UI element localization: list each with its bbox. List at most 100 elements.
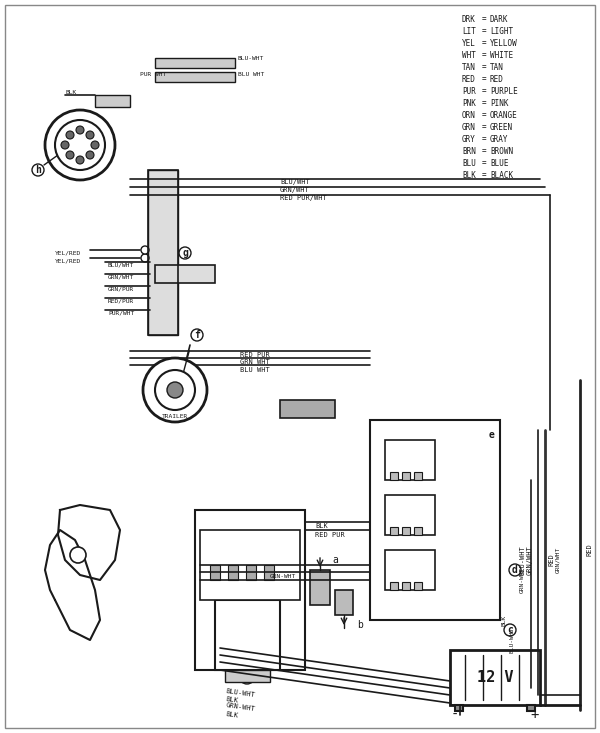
Bar <box>155 72 235 82</box>
Text: =: = <box>482 75 487 84</box>
Text: ORANGE: ORANGE <box>490 111 518 119</box>
Bar <box>402 527 410 535</box>
Bar <box>390 582 398 590</box>
Bar <box>95 95 130 107</box>
Text: BLK: BLK <box>225 696 238 704</box>
Bar <box>195 510 305 670</box>
Text: GRY: GRY <box>462 134 476 144</box>
Bar <box>264 565 274 580</box>
Text: PINK: PINK <box>490 98 509 108</box>
Text: GRN/WHT: GRN/WHT <box>527 545 533 575</box>
Text: BLU: BLU <box>462 158 476 168</box>
Text: =: = <box>482 111 487 119</box>
Circle shape <box>167 382 183 398</box>
Text: GRN/WHT: GRN/WHT <box>555 547 560 573</box>
Text: =: = <box>482 134 487 144</box>
Text: BLK: BLK <box>225 711 238 719</box>
Text: +: + <box>531 708 539 722</box>
Text: f: f <box>194 330 200 340</box>
Text: YEL: YEL <box>462 39 476 48</box>
Bar <box>148 170 178 335</box>
Text: BLK: BLK <box>315 523 328 529</box>
Text: RED: RED <box>490 75 504 84</box>
Circle shape <box>61 141 69 149</box>
Text: GRN/PUR: GRN/PUR <box>108 287 134 292</box>
Text: BLU-WHT: BLU-WHT <box>519 545 525 575</box>
Text: YELLOW: YELLOW <box>490 39 518 48</box>
Text: =: = <box>482 158 487 168</box>
Circle shape <box>91 141 99 149</box>
Text: =: = <box>482 51 487 59</box>
Text: RED/PUR: RED/PUR <box>108 298 134 303</box>
Text: c: c <box>507 625 513 635</box>
Bar <box>246 565 256 580</box>
Text: ORN: ORN <box>462 111 476 119</box>
Text: BLUE: BLUE <box>490 158 509 168</box>
Text: RED PUR/WHT: RED PUR/WHT <box>280 195 327 201</box>
Text: =: = <box>482 122 487 131</box>
Text: DRK: DRK <box>462 15 476 23</box>
Bar <box>370 420 500 620</box>
Bar <box>280 400 335 418</box>
Text: GREEN: GREEN <box>490 122 513 131</box>
Text: TAN: TAN <box>490 62 504 72</box>
Bar <box>335 590 353 615</box>
Text: =: = <box>482 15 487 23</box>
Text: BLU WHT: BLU WHT <box>238 73 264 78</box>
Text: 12 V: 12 V <box>477 670 513 685</box>
Text: GRN/WHT: GRN/WHT <box>280 187 310 193</box>
Text: YEL/RED: YEL/RED <box>55 259 81 263</box>
Text: BLU/WHT: BLU/WHT <box>280 179 310 185</box>
Bar <box>390 472 398 480</box>
Circle shape <box>320 405 328 413</box>
Bar <box>385 550 435 590</box>
Bar <box>155 58 235 68</box>
Bar <box>385 440 435 480</box>
Circle shape <box>239 668 255 684</box>
Text: LIT: LIT <box>462 26 476 35</box>
Text: =: = <box>482 147 487 155</box>
Text: WHT: WHT <box>462 51 476 59</box>
Bar <box>148 170 178 335</box>
Bar <box>455 705 463 711</box>
Circle shape <box>141 246 149 254</box>
Circle shape <box>66 131 74 139</box>
Bar <box>402 472 410 480</box>
Bar <box>414 582 422 590</box>
Text: b: b <box>357 620 363 630</box>
Circle shape <box>45 110 115 180</box>
Circle shape <box>55 120 105 170</box>
Text: e: e <box>489 430 495 440</box>
Text: BLACK: BLACK <box>490 171 513 180</box>
Circle shape <box>143 358 207 422</box>
Circle shape <box>155 370 195 410</box>
Text: d: d <box>512 565 518 575</box>
Text: TRAILER: TRAILER <box>162 413 188 419</box>
Text: GRN-WHT: GRN-WHT <box>520 567 525 593</box>
Text: GRN/WHT: GRN/WHT <box>108 274 134 279</box>
Text: BLK: BLK <box>462 171 476 180</box>
Text: PUR WHT: PUR WHT <box>140 73 166 78</box>
Text: YEL/RED: YEL/RED <box>55 251 81 256</box>
Circle shape <box>86 131 94 139</box>
Bar <box>385 495 435 535</box>
Text: a: a <box>332 555 338 565</box>
Circle shape <box>308 405 316 413</box>
Text: BLK: BLK <box>65 89 76 95</box>
Bar <box>402 582 410 590</box>
Circle shape <box>167 270 175 278</box>
Text: g: g <box>182 248 188 258</box>
Text: BLU WHT: BLU WHT <box>240 367 270 373</box>
Text: -: - <box>451 708 459 722</box>
Circle shape <box>76 126 84 134</box>
Text: LIGHT: LIGHT <box>490 26 513 35</box>
Bar <box>228 565 238 580</box>
Text: =: = <box>482 39 487 48</box>
Bar <box>200 530 300 600</box>
Bar <box>225 670 270 682</box>
Bar <box>310 570 330 605</box>
Text: PURPLE: PURPLE <box>490 86 518 95</box>
Text: RED PUR: RED PUR <box>315 532 345 538</box>
Bar <box>215 600 280 670</box>
Text: =: = <box>482 62 487 72</box>
